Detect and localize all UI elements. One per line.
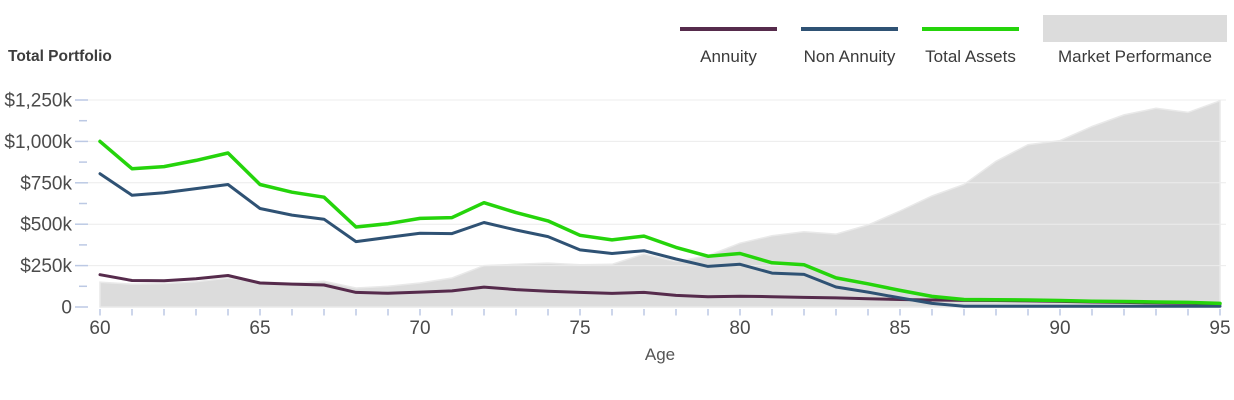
non-annuity-swatch bbox=[801, 12, 898, 45]
x-tick-label: 75 bbox=[569, 318, 590, 339]
non-annuity-line bbox=[98, 172, 1222, 308]
legend-item-total-assets[interactable]: Total Assets bbox=[922, 12, 1019, 67]
y-tick-label: 0 bbox=[61, 298, 72, 319]
x-axis-ticks bbox=[99, 309, 1221, 316]
y-tick-label: $250k bbox=[20, 256, 72, 277]
legend-item-market-performance[interactable]: Market Performance bbox=[1043, 12, 1227, 67]
market-performance-swatch bbox=[1043, 12, 1227, 45]
x-tick-label: 65 bbox=[249, 318, 270, 339]
x-tick-label: 85 bbox=[889, 318, 910, 339]
legend-label: Total Assets bbox=[925, 47, 1016, 66]
y-axis-ticks bbox=[75, 99, 88, 308]
total-assets-line-icon bbox=[922, 26, 1019, 31]
y-tick-label: $750k bbox=[20, 173, 72, 194]
x-axis-labels: 60 65 70 75 80 85 90 95 bbox=[89, 318, 1230, 339]
x-tick-label: 80 bbox=[729, 318, 750, 339]
x-tick-label: 70 bbox=[409, 318, 430, 339]
x-axis-title: Age bbox=[644, 345, 676, 364]
total-assets-line bbox=[98, 139, 1222, 306]
legend-item-annuity[interactable]: Annuity bbox=[680, 12, 777, 67]
legend-label: Annuity bbox=[700, 47, 757, 66]
x-tick-label: 60 bbox=[89, 318, 110, 339]
y-tick-label: $1,250k bbox=[4, 91, 72, 112]
x-tick-label: 90 bbox=[1049, 318, 1070, 339]
non-annuity-line-icon bbox=[801, 26, 898, 31]
market-performance-area bbox=[99, 99, 1221, 308]
annuity-swatch bbox=[680, 12, 777, 45]
x-tick-label: 95 bbox=[1209, 318, 1230, 339]
annuity-line-icon bbox=[680, 26, 777, 31]
legend-item-non-annuity[interactable]: Non Annuity bbox=[801, 12, 898, 67]
y-tick-label: $500k bbox=[20, 215, 72, 236]
market-performance-area-icon bbox=[1043, 15, 1227, 42]
gridlines bbox=[88, 99, 1226, 267]
total-assets-swatch bbox=[922, 12, 1019, 45]
y-tick-label: $1,000k bbox=[4, 132, 72, 153]
chart-title: Total Portfolio bbox=[8, 48, 112, 65]
legend-label: Non Annuity bbox=[803, 47, 896, 66]
chart-legend: Annuity Non Annuity Total Assets Market Per… bbox=[680, 12, 1227, 67]
y-axis-labels: 0 $250k $500k $750k $1,000k $1,250k bbox=[4, 91, 72, 319]
legend-label: Market Performance bbox=[1058, 47, 1212, 66]
